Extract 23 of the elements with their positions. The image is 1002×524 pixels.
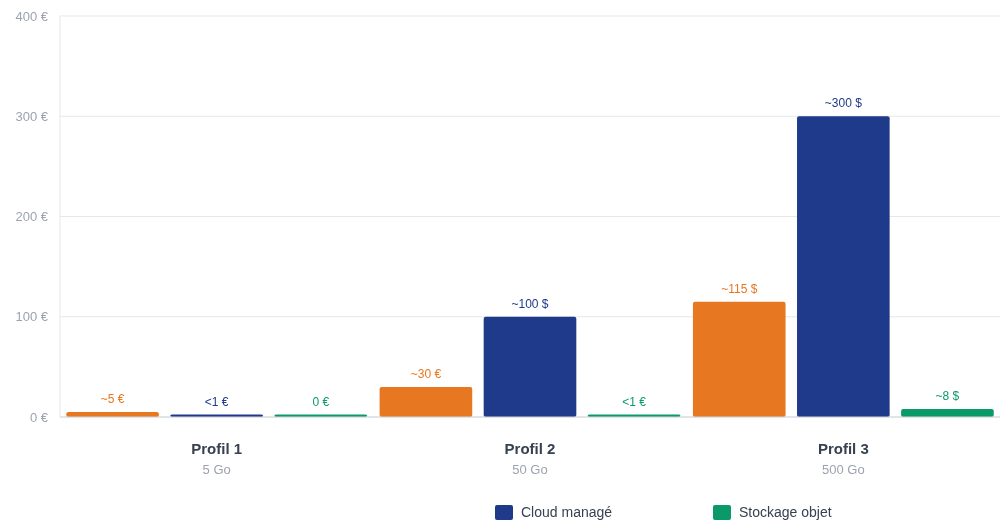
- x-tick-label: Profil 3 500 Go: [817, 440, 869, 477]
- y-tick-label: 400 €: [15, 8, 49, 24]
- data-label: <1 €: [204, 394, 229, 409]
- data-label: <1 €: [622, 394, 647, 409]
- data-label: 0 €: [312, 394, 330, 409]
- bar: [483, 316, 577, 417]
- y-tick-label: 200 €: [15, 209, 49, 225]
- x-tick-label: Profil 1 5 Go: [191, 440, 243, 477]
- bar: [692, 301, 786, 417]
- legend-label: Stockage objet: [739, 504, 832, 520]
- x-tick-label: Profil 2 50 Go: [504, 440, 556, 477]
- data-label: ~115 $: [721, 281, 758, 296]
- bar: [797, 116, 890, 417]
- data-label: ~100 $: [511, 296, 549, 311]
- y-tick-label: 100 €: [15, 309, 49, 325]
- legend-label: Cloud managé: [521, 504, 613, 520]
- data-label: ~8 $: [935, 388, 960, 403]
- data-label: ~300 $: [824, 96, 863, 111]
- y-tick-label: 300 €: [15, 108, 49, 124]
- y-tick-label: 0 €: [29, 409, 49, 425]
- data-label: ~5 €: [100, 391, 125, 406]
- data-label: ~30 €: [410, 366, 442, 381]
- bar: [379, 386, 473, 417]
